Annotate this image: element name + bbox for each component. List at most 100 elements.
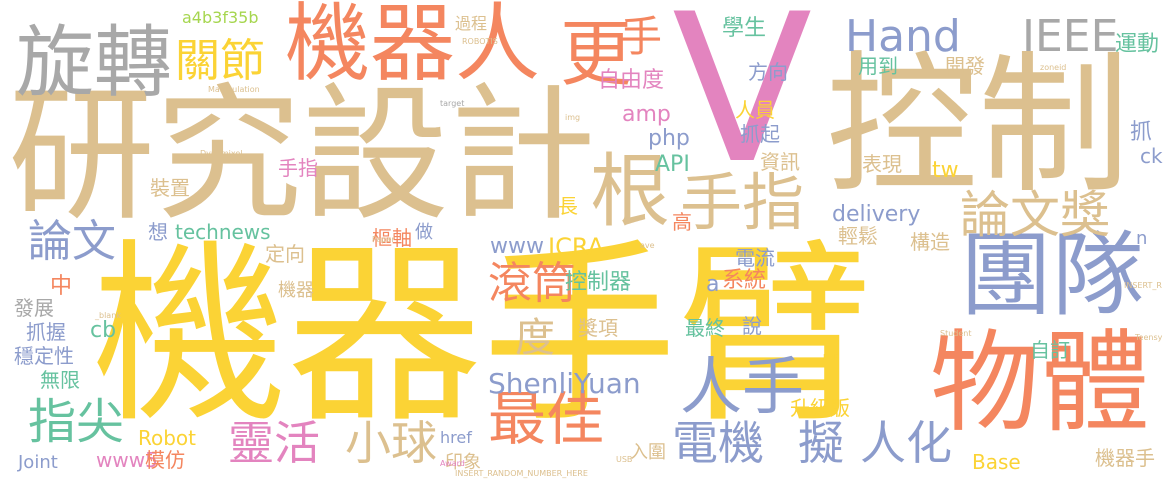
word-論文: 論文 [28,216,116,267]
word-旋轉: 旋轉 [16,18,173,108]
word-控制: 控制 [826,37,1130,214]
word-抓: 抓 [1130,120,1153,145]
word-手指-small: 手指 [278,156,318,180]
word-joint: Joint [18,452,58,473]
word-長: 長 [558,194,578,218]
word-php: php [648,126,690,151]
word-機器人: 機器人 [285,0,541,94]
word-cb: cb [90,318,117,343]
word-award: Award [440,459,465,468]
word-想: 想 [148,220,168,244]
word-最佳: 最佳 [488,385,605,453]
word-base: Base [972,450,1021,474]
word-用到: 用到 [858,54,898,78]
word-研究設計: 研究設計 [8,70,597,241]
word-電機: 電機 [672,416,764,470]
word-shenliyuan: ShenliYuan [488,367,641,400]
word-機器手: 機器手 [1095,446,1155,470]
word-delivery: delivery [832,202,921,227]
word-amp: amp [622,102,671,127]
word-手指-large: 手指 [680,166,805,239]
word-滾筒: 滾筒 [488,258,576,309]
word-v: V [672,0,813,209]
word-學生: 學生 [722,16,767,41]
word-穩定性: 穩定性 [14,344,74,368]
word-根: 根 [590,145,670,238]
word-樞軸: 樞軸 [372,226,412,250]
word-_blank: _blank [95,311,121,320]
word-dof: DoF [823,353,839,362]
word-insert-random-number-here: INSERT_RANDOM_NUMBER_HERE [455,469,588,478]
word-自訂: 自訂 [1030,338,1070,362]
word-抓起: 抓起 [740,122,780,146]
word-自由度: 自由度 [598,68,665,93]
word-www: www [490,234,544,259]
word-團隊: 團隊 [960,222,1145,329]
word-運動: 運動 [1115,32,1160,57]
word-小球: 小球 [345,416,437,470]
word-擬: 擬 [798,416,844,470]
word-度: 度 [515,315,555,361]
word-最終: 最終 [685,316,725,340]
word-img: img [565,113,581,122]
word-api: API [655,152,690,177]
word-發展: 發展 [14,296,54,320]
word-高: 高 [672,210,692,234]
word-人手: 人手 [680,350,805,423]
word-表現: 表現 [862,152,902,176]
word-robot: Robot [138,426,197,450]
word-人化: 人化 [860,416,952,470]
word-資訊: 資訊 [760,150,800,174]
word-控制器: 控制器 [565,270,632,295]
word-中: 中 [50,274,73,299]
word-hand: Hand [845,11,961,62]
word-manipulation: Manipulation [208,85,260,94]
word-href: href [440,428,472,447]
word-usb: USB [616,455,633,464]
word-手: 手 [620,12,663,61]
word-機器手臂: 機器手臂 [92,222,872,449]
word-裝置: 裝置 [150,176,190,200]
word-關節: 關節 [175,34,266,87]
word-www5: www5 [96,448,158,472]
word-獎項: 獎項 [578,316,618,340]
word-過程: 過程 [455,14,488,33]
word-做: 做 [415,222,433,243]
word-dynamixel: Dynamixel [200,149,243,158]
word-說: 說 [742,314,762,338]
word-電流: 電流 [735,246,775,270]
word-technews: technews [175,220,271,244]
word-系統: 系統 [722,268,767,293]
word-icra: ICRA [548,233,604,261]
word-robotis: ROBOTIS [462,37,498,46]
word-構造: 構造 [910,230,950,254]
word-印象: 印象 [445,452,481,473]
word-輕鬆: 輕鬆 [838,224,878,248]
word-論文獎: 論文獎 [960,186,1110,244]
word-入圍: 入圍 [630,442,666,463]
word-指尖: 指尖 [28,394,125,450]
word-升級版: 升級版 [790,396,850,420]
word-開發: 開發 [945,54,985,78]
word-ck: ck [1140,144,1163,168]
word-靈活: 靈活 [228,416,320,470]
word-更: 更 [560,12,633,96]
word-ieee: IEEE [1022,11,1119,62]
word-target: target [440,99,465,108]
word-zoneid: zoneid [1040,63,1067,72]
word-teensy: Teensy [1135,333,1163,342]
word-模仿: 模仿 [145,448,185,472]
word-student: Student [940,329,972,338]
word-方向: 方向 [748,60,788,84]
word-抓握: 抓握 [26,320,66,344]
word-機器: 機器 [278,280,314,301]
word-tw: tw [932,158,959,183]
word-定向: 定向 [265,242,305,266]
word-a: a [706,272,720,297]
word-物體: 物體 [930,319,1150,447]
word-人員: 人員 [735,98,775,122]
word-insert-r: INSERT_R [1124,281,1162,290]
word-a4b3f35b: a4b3f35b [182,8,259,27]
word-n: n [1136,228,1148,249]
